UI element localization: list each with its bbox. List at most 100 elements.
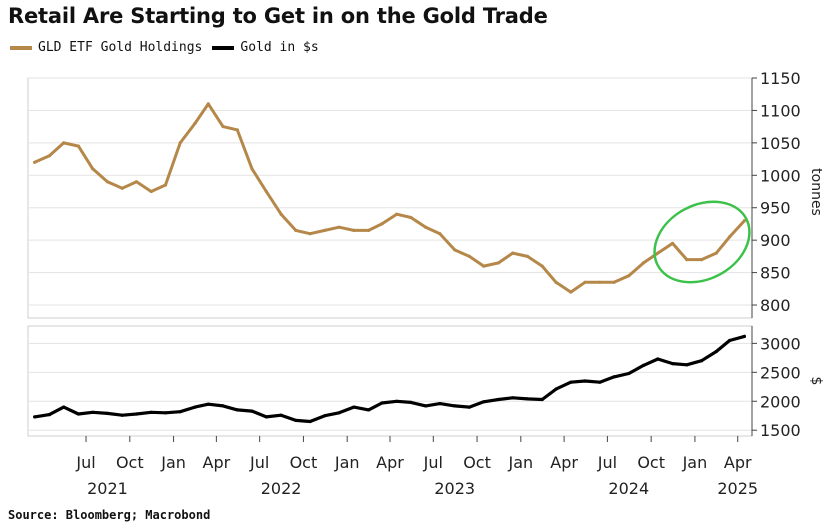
data-point-top-42 — [641, 261, 646, 265]
data-point-top-13 — [221, 125, 225, 129]
xyear-label-2021: 2021 — [87, 479, 128, 498]
xtick-label-6: Jan — [334, 453, 360, 472]
data-point-top-39 — [598, 280, 602, 284]
data-point-top-3 — [76, 144, 80, 148]
data-point-bottom-9 — [163, 411, 168, 415]
series-line-top — [33, 102, 746, 294]
data-point-top-8 — [149, 189, 153, 194]
data-point-bottom-16 — [264, 415, 268, 419]
data-point-bottom-29 — [453, 404, 457, 408]
data-point-bottom-18 — [294, 418, 298, 422]
xtick-label-14: Jan — [682, 453, 708, 472]
data-point-top-19 — [308, 232, 312, 236]
data-point-bottom-24 — [380, 401, 384, 405]
data-point-bottom-35 — [540, 397, 544, 402]
ytick-label-top-950: 950 — [760, 199, 791, 218]
data-point-top-30 — [467, 254, 471, 258]
ytick-label-top-850: 850 — [760, 264, 791, 283]
xtick-label-4: Jul — [249, 453, 269, 472]
data-point-bottom-47 — [714, 349, 718, 354]
data-point-top-37 — [569, 290, 573, 294]
data-point-bottom-40 — [612, 375, 616, 379]
data-point-bottom-37 — [569, 380, 573, 384]
data-point-bottom-13 — [221, 404, 225, 408]
data-point-top-14 — [235, 128, 239, 132]
ytick-label-top-900: 900 — [760, 231, 791, 250]
data-point-top-2 — [62, 141, 66, 145]
data-point-bottom-25 — [395, 399, 399, 403]
data-point-bottom-14 — [235, 408, 239, 412]
xtick-label-13: Oct — [637, 453, 665, 472]
data-point-bottom-10 — [178, 410, 182, 414]
legend-swatch-gld — [10, 45, 32, 50]
data-point-bottom-33 — [511, 396, 515, 400]
data-point-top-27 — [424, 225, 428, 229]
xtick-label-15: Apr — [724, 453, 752, 472]
data-point-top-32 — [496, 261, 501, 265]
data-point-bottom-6 — [120, 413, 124, 417]
data-point-bottom-15 — [250, 409, 254, 413]
data-point-bottom-7 — [134, 412, 139, 416]
xtick-label-12: Jul — [597, 453, 617, 472]
data-point-top-23 — [367, 228, 371, 232]
data-point-bottom-31 — [482, 400, 486, 404]
ytick-label-bottom-2500: 2500 — [760, 363, 801, 382]
highlight-ellipse — [653, 200, 751, 284]
ytick-label-top-800: 800 — [760, 296, 791, 315]
data-point-bottom-38 — [583, 379, 587, 383]
panel-frame-top — [27, 77, 753, 319]
data-point-top-18 — [294, 228, 298, 232]
data-point-top-10 — [178, 141, 182, 145]
data-point-bottom-42 — [641, 363, 646, 367]
data-point-bottom-17 — [279, 413, 283, 417]
legend-swatch-gold — [212, 45, 235, 50]
data-point-top-34 — [525, 254, 530, 258]
data-point-bottom-5 — [105, 411, 109, 415]
data-point-bottom-46 — [700, 359, 704, 363]
data-point-top-9 — [163, 183, 168, 187]
data-point-top-15 — [250, 167, 254, 171]
data-point-top-11 — [193, 121, 197, 125]
xtick-label-2: Jan — [160, 453, 186, 472]
data-point-top-41 — [627, 274, 631, 278]
xtick-label-11: Apr — [550, 453, 578, 472]
xyear-label-2025: 2025 — [717, 479, 758, 498]
data-point-top-12 — [206, 102, 210, 106]
data-point-bottom-43 — [656, 357, 660, 361]
data-point-top-0 — [33, 160, 37, 164]
xtick-label-5: Oct — [290, 453, 318, 472]
data-point-top-5 — [105, 180, 109, 184]
legend-item-gold: Gold in $s — [212, 40, 319, 55]
data-point-top-6 — [120, 186, 124, 190]
data-point-bottom-34 — [525, 397, 530, 401]
ytick-label-top-1100: 1100 — [760, 101, 801, 120]
data-point-bottom-20 — [323, 414, 327, 418]
data-point-bottom-45 — [685, 363, 689, 367]
data-point-bottom-8 — [149, 410, 153, 414]
ytick-label-bottom-1500: 1500 — [760, 421, 801, 440]
data-point-top-4 — [91, 167, 95, 171]
xtick-label-3: Apr — [203, 453, 231, 472]
xyear-label-2022: 2022 — [261, 479, 302, 498]
data-point-top-38 — [583, 280, 587, 284]
data-point-top-40 — [612, 280, 616, 284]
xtick-label-0: Jul — [75, 453, 95, 472]
ytick-label-top-1150: 1150 — [760, 69, 801, 88]
xtick-label-1: Oct — [116, 453, 144, 472]
series-line-bottom — [33, 334, 747, 424]
data-point-bottom-3 — [76, 412, 80, 416]
xtick-label-9: Oct — [463, 453, 491, 472]
data-point-bottom-27 — [424, 404, 428, 408]
data-point-top-46 — [700, 258, 704, 262]
data-point-bottom-48 — [728, 338, 732, 343]
data-point-bottom-41 — [627, 371, 631, 376]
data-point-bottom-36 — [554, 387, 558, 391]
data-point-top-21 — [337, 225, 341, 229]
ylabel-bottom: $ — [808, 377, 824, 386]
ytick-label-top-1050: 1050 — [760, 134, 801, 153]
legend-label-gld: GLD ETF Gold Holdings — [38, 40, 203, 55]
legend-item-gld: GLD ETF Gold Holdings — [10, 40, 202, 55]
data-point-top-33 — [511, 251, 515, 255]
xtick-label-8: Jul — [423, 453, 443, 472]
data-point-top-49 — [742, 219, 747, 223]
